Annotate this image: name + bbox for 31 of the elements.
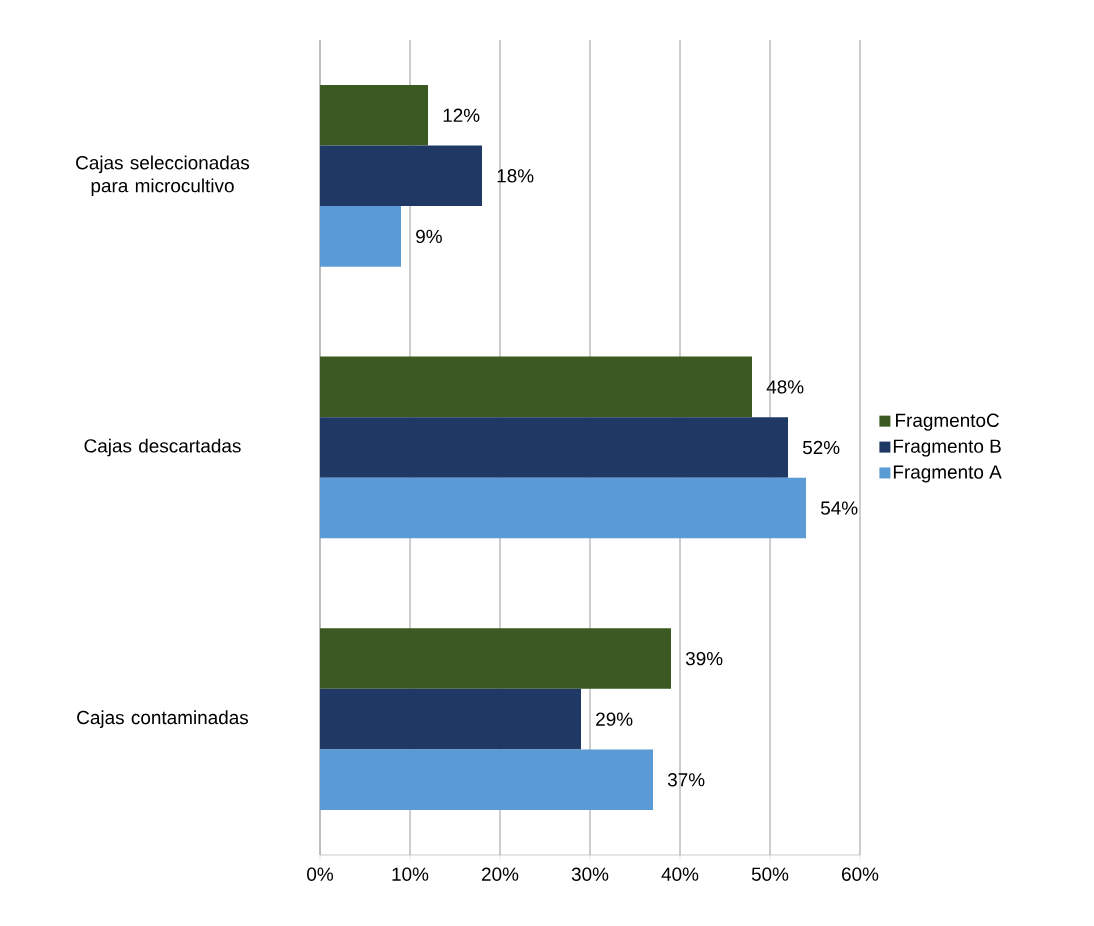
bar xyxy=(320,206,402,267)
data-label: 54% xyxy=(820,501,858,515)
x-tick-label: 50% xyxy=(751,867,789,881)
data-label: 18% xyxy=(497,169,534,183)
y-tick-label: Cajas descartadas xyxy=(84,438,241,457)
x-tick-label: 30% xyxy=(571,867,609,881)
bar xyxy=(320,749,653,811)
x-tick-label: 10% xyxy=(392,867,429,881)
legend-label: Fragmento B xyxy=(893,439,1001,457)
y-tick-label: Cajas seleccionadas para microcultivo xyxy=(76,155,250,197)
data-label: 48% xyxy=(766,380,804,394)
data-label: 39% xyxy=(685,651,723,666)
x-tick-label: 0% xyxy=(307,867,334,881)
legend-label: FragmentoC xyxy=(896,413,999,431)
data-label: 12% xyxy=(443,108,480,122)
bar xyxy=(320,688,581,750)
x-tick-label: 60% xyxy=(842,867,879,881)
bar xyxy=(320,356,752,418)
legend-label: Fragmento A xyxy=(893,465,1002,483)
bar xyxy=(320,628,671,689)
data-label: 29% xyxy=(596,712,633,726)
data-label: 9% xyxy=(416,229,442,244)
data-label: 37% xyxy=(667,773,705,787)
bar xyxy=(320,145,483,207)
x-tick-label: 40% xyxy=(661,867,699,881)
x-tick-label: 20% xyxy=(482,867,519,881)
bar xyxy=(320,84,429,146)
y-tick-label: Cajas contaminadas xyxy=(77,710,249,728)
bar xyxy=(320,417,788,478)
data-label: 52% xyxy=(802,440,840,455)
bar xyxy=(320,477,806,539)
